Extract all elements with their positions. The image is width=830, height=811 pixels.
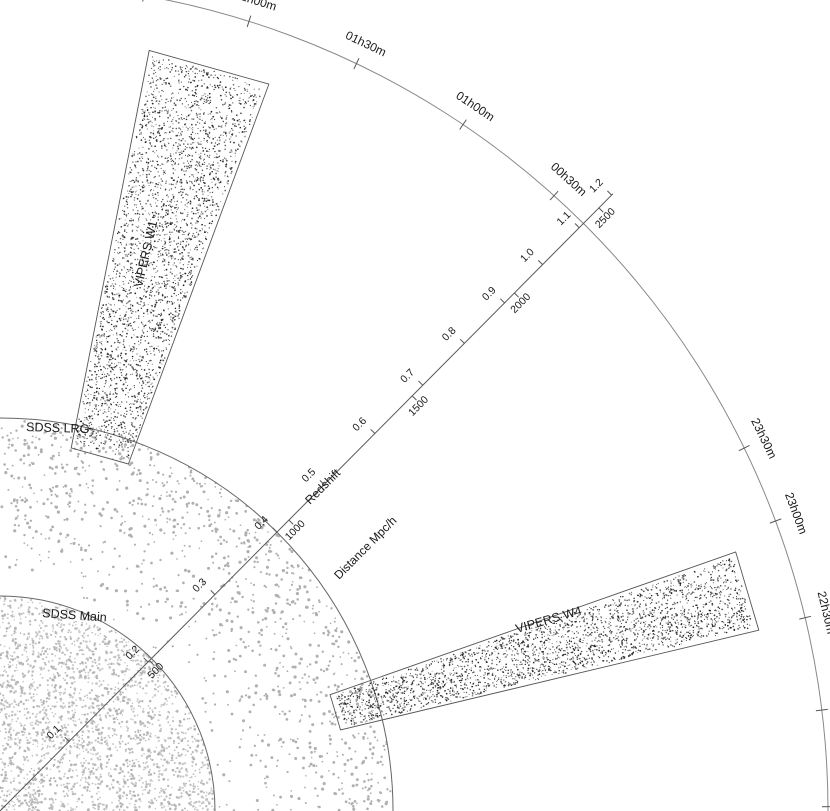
distance-tick-4: 2000 xyxy=(508,291,533,316)
distance-tick-2: 1000 xyxy=(283,518,308,543)
vipers-w1-label: VIPERS W1 xyxy=(131,219,160,289)
axis-ticks xyxy=(0,190,612,811)
redshift-tick-4: 0.4 xyxy=(252,513,271,532)
ra-label-7: 23h00m xyxy=(782,491,810,537)
ra-label-8: 22h30m xyxy=(815,590,830,635)
ra-label-2: 02h00m xyxy=(233,0,279,14)
redshift-tick-5: 0.5 xyxy=(299,466,318,485)
redshift-tick-3: 0.3 xyxy=(190,576,209,595)
vipers-w4-galaxy-points xyxy=(336,558,752,726)
redshift-tick-9: 0.9 xyxy=(480,284,499,303)
vipers-w1-wedge-outline xyxy=(70,49,270,465)
right-ascension-ticks xyxy=(142,0,830,808)
redshift-tick-8: 0.8 xyxy=(440,325,459,344)
ra-label-6: 23h30m xyxy=(748,416,780,461)
distance-axis-title: Distance Mpc/h xyxy=(331,514,399,583)
redshift-distance-axis xyxy=(0,193,614,811)
redshift-tick-1: 0.1 xyxy=(44,723,63,742)
ra-label-5: 00h30m xyxy=(548,160,590,199)
ra-label-3: 01h30m xyxy=(343,28,388,59)
redshift-tick-labels: 0.00.10.20.30.40.50.60.70.80.91.01.11.2 xyxy=(44,176,606,742)
redshift-tick-7: 0.7 xyxy=(398,367,417,386)
sdss-lrg-label: SDSS LRG xyxy=(26,420,90,436)
vipers-w4-wedge-outline xyxy=(329,551,760,731)
sdss-main-label: SDSS Main xyxy=(42,606,107,624)
ra-label-4: 01h00m xyxy=(453,88,497,124)
sdss-main-boundary-arc xyxy=(0,595,216,811)
redshift-tick-11: 1.1 xyxy=(555,209,574,228)
vipers-w1-galaxy-points xyxy=(76,56,261,458)
sdss-lrg-galaxy-points xyxy=(0,420,392,811)
redshift-tick-10: 1.0 xyxy=(518,246,537,265)
distance-tick-5: 2500 xyxy=(593,206,618,231)
distance-tick-1: 500 xyxy=(145,660,166,681)
redshift-tick-6: 0.6 xyxy=(350,415,369,434)
sdss-main-galaxy-points xyxy=(0,596,215,811)
redshift-tick-12: 1.2 xyxy=(587,176,606,195)
vipers-w4-label: VIPERS W4 xyxy=(514,604,583,636)
distance-tick-3: 1500 xyxy=(406,394,431,419)
